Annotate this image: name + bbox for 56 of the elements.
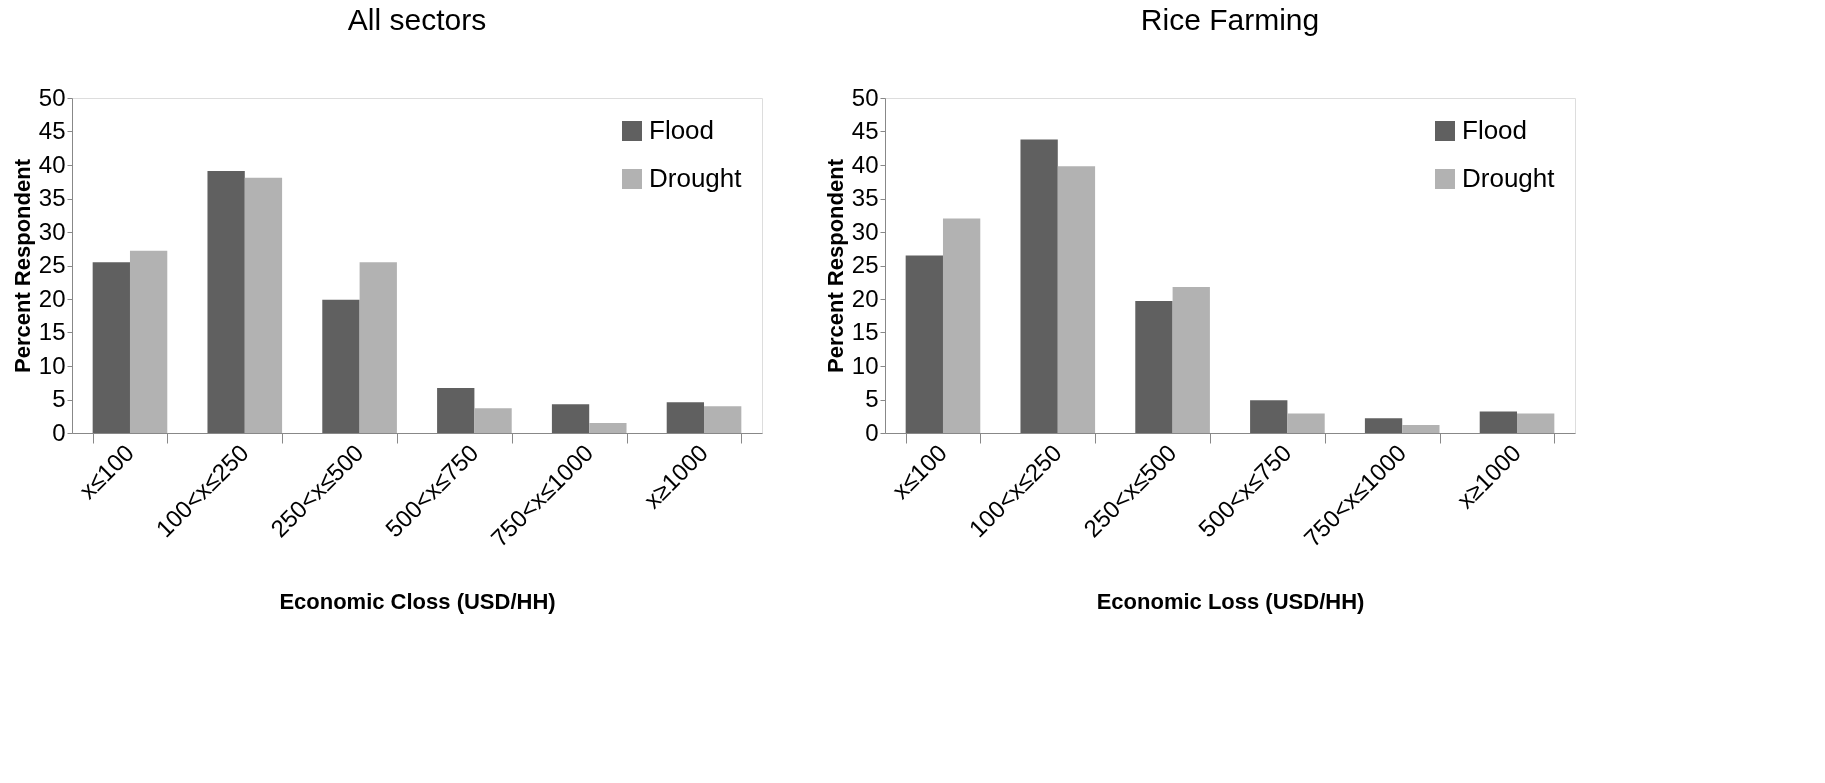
- bar: [1287, 413, 1325, 433]
- y-tick-label: 20: [38, 284, 66, 312]
- bar: [129, 250, 168, 433]
- y-tick-label: 25: [851, 251, 879, 278]
- bar: [551, 404, 590, 433]
- bar: [244, 177, 283, 433]
- legend-label: Drought: [1462, 163, 1556, 193]
- y-tick-label: 5: [52, 385, 66, 412]
- bar: [1250, 400, 1288, 433]
- y-tick-label: 15: [851, 318, 879, 345]
- y-tick-label: 30: [851, 217, 879, 245]
- chart-title: Rice Farming: [1140, 3, 1320, 36]
- bar: [942, 218, 981, 433]
- y-tick-label: 40: [851, 150, 879, 178]
- bar: [474, 408, 512, 433]
- y-tick-label: 45: [851, 117, 879, 144]
- bar: [207, 171, 245, 433]
- y-tick-label: 35: [38, 184, 66, 211]
- y-tick-label: 5: [865, 385, 879, 412]
- chart-title: All sectors: [347, 3, 487, 36]
- y-tick-label: 10: [851, 351, 879, 379]
- bar: [1172, 286, 1210, 433]
- y-tick-label: 10: [38, 351, 66, 379]
- y-axis-title: Percent Respondent: [9, 158, 35, 373]
- bar: [589, 422, 627, 433]
- bar: [666, 402, 705, 433]
- bar: [1479, 411, 1518, 433]
- bar: [437, 388, 475, 433]
- bar: [359, 262, 397, 433]
- legend-label: Flood: [1462, 115, 1528, 145]
- legend-label: Drought: [649, 163, 743, 193]
- bar: [1135, 301, 1173, 433]
- legend-label: Flood: [649, 115, 715, 145]
- y-tick-label: 0: [865, 418, 879, 446]
- y-tick-label: 0: [52, 418, 66, 446]
- bar: [1517, 413, 1555, 433]
- bar: [704, 406, 742, 433]
- bar: [1364, 418, 1403, 433]
- y-tick-label: 20: [851, 284, 879, 312]
- bar: [322, 299, 360, 433]
- x-axis-title: Economic Loss (USD/HH): [1096, 588, 1365, 614]
- y-tick-label: 50: [851, 83, 879, 111]
- y-tick-label: 35: [851, 184, 879, 211]
- x-axis-title: Economic Closs (USD/HH): [279, 588, 556, 614]
- y-axis-title: Percent Respondent: [822, 158, 848, 373]
- y-tick-label: 30: [38, 217, 66, 245]
- bar: [1020, 139, 1058, 433]
- bar: [92, 262, 130, 433]
- bar: [905, 255, 943, 433]
- y-tick-label: 50: [38, 83, 66, 111]
- bar: [1402, 424, 1440, 433]
- y-tick-label: 15: [38, 318, 66, 345]
- y-tick-label: 25: [38, 251, 66, 278]
- y-tick-label: 45: [38, 117, 66, 144]
- y-tick-label: 40: [38, 150, 66, 178]
- bar: [1057, 166, 1096, 433]
